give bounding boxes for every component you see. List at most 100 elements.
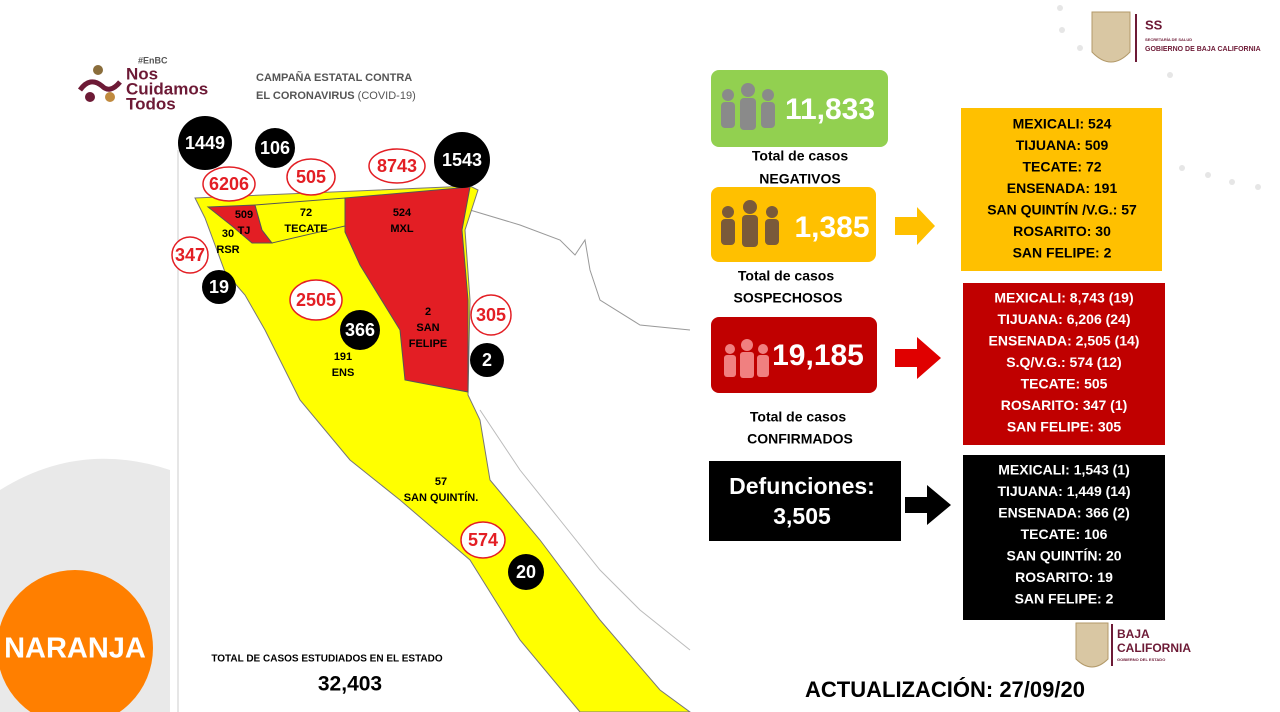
death-count: 1449: [185, 133, 225, 153]
arrow: [895, 207, 935, 245]
shield: [1091, 11, 1137, 63]
negatives-value: 11,833: [785, 93, 875, 126]
summary: 11,833 Total de casos NEGATIVOS 1,385 To…: [709, 70, 1165, 620]
confirmed-label: CONFIRMADOS: [747, 431, 853, 447]
suspected-label: Total de casos: [738, 268, 834, 284]
agency-short: SS: [1145, 17, 1163, 32]
death-circle: [340, 310, 380, 350]
arrow: [895, 337, 941, 379]
campaign-text: EL CORONAVIRUS (COVID-19): [256, 90, 416, 102]
confirmed-circle: [470, 294, 512, 336]
logo-text: Cuidamos: [126, 79, 208, 98]
list-item: SAN FELIPE: 305: [1007, 419, 1122, 435]
deaths-box: [709, 461, 901, 541]
death-count: 366: [345, 320, 375, 340]
state-name: CALIFORNIA: [1117, 641, 1191, 655]
suspected-label: SOSPECHOSOS: [734, 290, 843, 306]
logo-text: Todos: [126, 94, 176, 113]
region-label: 30: [222, 228, 234, 240]
suspected-value: 1,385: [794, 211, 869, 244]
arrow: [905, 485, 951, 525]
list-item: MEXICALI: 524: [1013, 116, 1112, 132]
death-count: 19: [209, 277, 229, 297]
list-item: ROSARITO: 347 (1): [1001, 397, 1128, 413]
death-count: 1543: [442, 150, 482, 170]
list-item: TECATE: 106: [1021, 526, 1108, 542]
deaths-label: Defunciones:: [729, 473, 875, 499]
death-circle: [202, 270, 236, 304]
map-labels: 6206 505 8743 347 2505 305 574 1449 106 1543 19 366…: [171, 116, 544, 590]
list-item: ROSARITO: 19: [1015, 569, 1113, 585]
campaign-text: CAMPAÑA ESTATAL CONTRA: [256, 71, 412, 84]
status: NARANJA: [4, 633, 146, 665]
people-icon: [721, 83, 775, 130]
region-label: 191: [334, 351, 352, 363]
confirmed-list-box: [963, 283, 1165, 445]
confirmed-count: 2505: [296, 290, 336, 310]
status-circle: [0, 570, 153, 712]
confirmed-count: 347: [175, 245, 205, 265]
list-item: TECATE: 72: [1022, 159, 1101, 175]
list-item: SAN QUINTÍN /V.G.: 57: [987, 202, 1137, 218]
negatives-label: NEGATIVOS: [759, 171, 840, 187]
confirmed-count: 6206: [209, 174, 249, 194]
list-item: ENSENADA: 191: [1007, 180, 1118, 196]
list-item: SAN FELIPE: 2: [1013, 245, 1112, 261]
region-label: TJ: [238, 225, 251, 237]
list-item: SAN FELIPE: 2: [1015, 591, 1114, 607]
death-circle: [178, 116, 232, 170]
region-label: ENS: [332, 367, 355, 379]
region-label: FELIPE: [409, 338, 448, 350]
deaths-value: 3,505: [773, 503, 831, 529]
confirmed-circle: [171, 236, 209, 274]
death-circle: [470, 343, 504, 377]
region-label: TECATE: [284, 223, 327, 235]
region-label: 72: [300, 207, 312, 219]
logo-text: Nos: [126, 64, 158, 83]
deaths-list-box: [963, 455, 1165, 620]
update-date: ACTUALIZACIÓN: 27/09/20: [805, 677, 1085, 702]
death-circle: [434, 132, 490, 188]
death-count: 20: [516, 562, 536, 582]
list-item: TIJUANA: 6,206 (24): [997, 311, 1130, 327]
region-label: MXL: [390, 223, 414, 235]
confirmed-count: 574: [468, 530, 498, 550]
confirmed-count: 305: [476, 305, 506, 325]
confirmed-circle: [286, 158, 336, 196]
campaign-note: (COVID-19): [358, 90, 416, 102]
confirmed-circle: [202, 166, 256, 202]
people-icon: [724, 339, 769, 378]
campaign-text: EL CORONAVIRUS: [256, 90, 355, 102]
list-item: TECATE: 505: [1021, 376, 1108, 392]
region-label: SAN: [416, 322, 439, 334]
region-label: SAN QUINTÍN.: [404, 491, 479, 504]
region-label: 57: [435, 476, 447, 488]
list-item: MEXICALI: 8,743 (19): [994, 290, 1133, 306]
region-label: 2: [425, 306, 431, 318]
death-count: 106: [260, 138, 290, 158]
logo: [77, 65, 122, 102]
shield: [1075, 622, 1109, 668]
decoration: [1057, 5, 1261, 190]
total-value: 32,403: [318, 673, 382, 696]
death-circle: [508, 554, 544, 590]
list-item: MEXICALI: 1,543 (1): [998, 462, 1129, 478]
list-item: TIJUANA: 1,449 (14): [997, 483, 1130, 499]
list-item: S.Q/V.G.: 574 (12): [1006, 354, 1121, 370]
list-item: ENSENADA: 366 (2): [998, 505, 1129, 521]
state-sub: GOBIERNO DEL ESTADO: [1117, 657, 1165, 662]
negatives-label: Total de casos: [752, 148, 848, 164]
total-label: TOTAL DE CASOS ESTUDIADOS EN EL ESTADO: [211, 654, 443, 665]
confirmed-value: 19,185: [772, 339, 864, 372]
region-label: 524: [393, 207, 412, 219]
suspected-list-box: [961, 108, 1162, 271]
death-count: 2: [482, 350, 492, 370]
list-item: TIJUANA: 509: [1016, 137, 1109, 153]
region-label: RSR: [216, 244, 239, 256]
agency-name: GOBIERNO DE BAJA CALIFORNIA: [1145, 46, 1261, 53]
region-label: 509: [235, 209, 253, 221]
confirmed-count: 8743: [377, 156, 417, 176]
confirmed-circle: [368, 148, 426, 184]
hashtag: #EnBC: [138, 55, 168, 65]
